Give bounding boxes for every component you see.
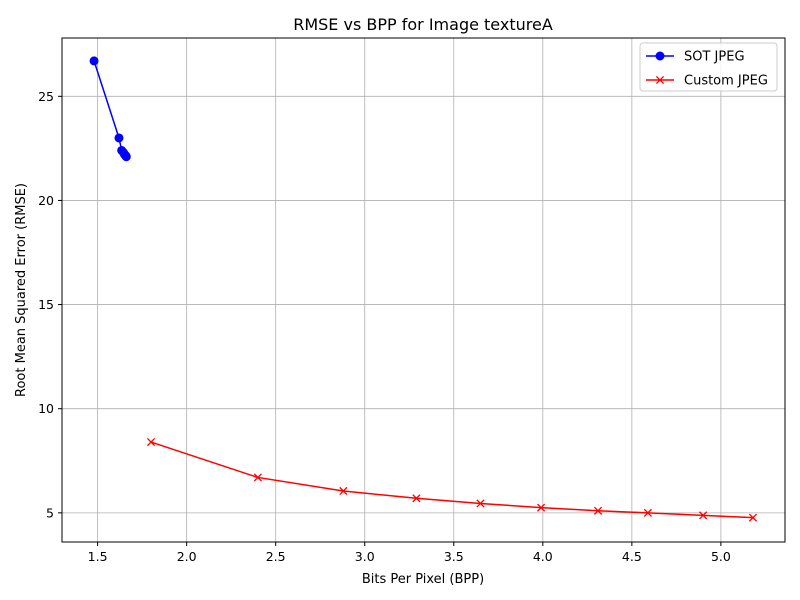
y-tick-label: 15	[38, 297, 54, 312]
series-sot-jpeg	[89, 56, 131, 162]
series-custom-jpeg	[146, 437, 758, 522]
data-point-custom-jpeg	[699, 511, 708, 520]
x-tick-label: 2.0	[177, 549, 197, 564]
chart-title: RMSE vs BPP for Image textureA	[293, 15, 553, 34]
data-point-custom-jpeg	[253, 473, 262, 482]
data-point-custom-jpeg	[748, 513, 758, 522]
series-line-custom-jpeg	[150, 441, 753, 519]
legend-label-custom-jpeg: Custom JPEG	[684, 74, 768, 89]
data-point-sot-jpeg	[89, 56, 99, 66]
plot-series	[89, 56, 758, 522]
legend-entry-custom-jpeg: Custom JPEG	[646, 74, 768, 89]
x-axis-label: Bits Per Pixel (BPP)	[362, 572, 484, 587]
y-tick-label: 5	[46, 505, 54, 520]
y-tick-label: 20	[38, 193, 54, 208]
y-axis-label: Root Mean Squared Error (RMSE)	[14, 183, 29, 397]
x-tick-label: 3.5	[444, 549, 464, 564]
data-point-custom-jpeg	[593, 506, 603, 515]
x-tick-label: 3.0	[355, 549, 375, 564]
y-tick-label: 10	[38, 401, 54, 416]
data-point-custom-jpeg	[643, 508, 652, 517]
series-line-sot-jpeg	[93, 60, 127, 158]
x-tick-label: 5.0	[711, 549, 731, 564]
legend-marker-sot-jpeg	[655, 51, 665, 61]
data-point-custom-jpeg	[146, 437, 156, 447]
axis-ticks: 1.5 2.0 2.5 3.0 3.5 4.0 4.5 5.0 5 10 15 20 25	[38, 89, 731, 564]
data-point-sot-jpeg	[121, 152, 131, 162]
y-tick-label: 25	[38, 89, 54, 104]
data-point-custom-jpeg	[476, 499, 485, 508]
legend: SOT JPEG Custom JPEG	[639, 42, 778, 92]
legend-entries: SOT JPEG Custom JPEG	[646, 50, 768, 89]
data-point-custom-jpeg	[536, 503, 546, 512]
data-point-custom-jpeg	[412, 494, 421, 503]
data-point-sot-jpeg	[114, 133, 124, 143]
legend-box	[639, 42, 778, 92]
x-tick-label: 4.0	[533, 549, 553, 564]
data-point-custom-jpeg	[339, 486, 348, 496]
x-tick-label: 4.5	[622, 549, 642, 564]
legend-label-sot-jpeg: SOT JPEG	[684, 50, 745, 65]
x-tick-label: 2.5	[266, 549, 286, 564]
x-tick-label: 1.5	[88, 549, 108, 564]
grid-lines	[62, 38, 785, 542]
plot-frame	[61, 37, 786, 543]
legend-marker-custom-jpeg	[655, 75, 665, 85]
legend-entry-sot-jpeg: SOT JPEG	[646, 50, 745, 65]
